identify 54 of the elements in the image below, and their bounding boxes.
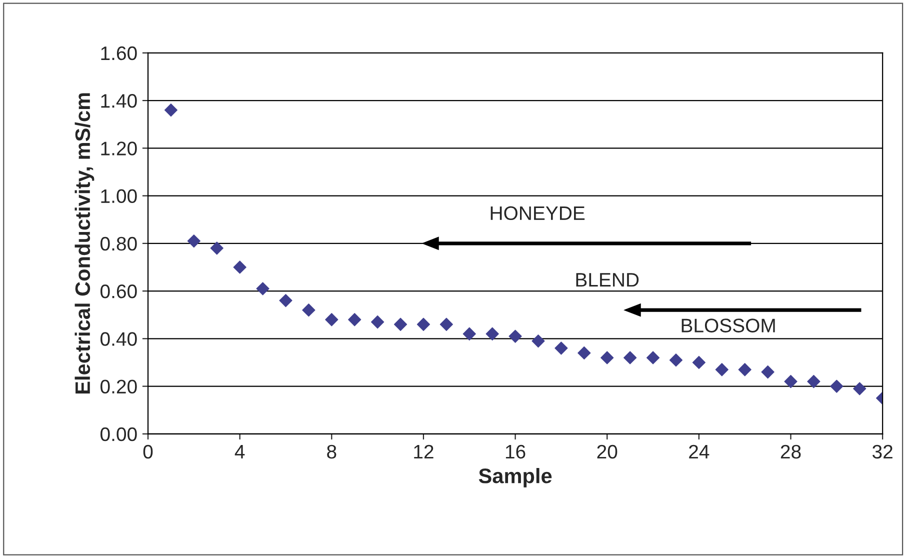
point [302, 304, 316, 317]
y-tick-label: 0.80 [100, 236, 137, 251]
point [325, 313, 338, 326]
point [440, 318, 453, 331]
x-tick-label: 20 [597, 444, 618, 459]
point [624, 351, 637, 364]
point [462, 327, 476, 340]
point [692, 356, 706, 370]
y-tick-label: 1.40 [101, 94, 137, 108]
x-tick-label: 24 [689, 444, 710, 458]
point [600, 351, 614, 364]
point [853, 382, 866, 396]
annotation: BLOSSOM [682, 318, 775, 332]
point [348, 313, 362, 326]
y-tick-label: 1.20 [101, 142, 137, 156]
y-tick-label: 0.00 [100, 427, 137, 442]
y-tick-label: 0.20 [100, 380, 137, 394]
point [233, 260, 246, 274]
annotation: BLEND [576, 273, 639, 287]
point [508, 330, 522, 343]
x-tick-label: 8 [327, 444, 336, 459]
point [830, 380, 844, 393]
y-axis-title: Electrical Conductivity, mS/cm [74, 93, 94, 394]
point [784, 374, 798, 388]
x-tick-label: 12 [414, 444, 434, 458]
point [669, 354, 683, 367]
point [394, 318, 408, 331]
x-tick-label: 4 [234, 445, 245, 458]
point [164, 103, 178, 117]
y-tick-label: 1.00 [101, 189, 137, 204]
point [279, 294, 292, 308]
point [807, 374, 820, 388]
point [370, 315, 384, 329]
point [532, 334, 545, 348]
x-axis-title: Sample [478, 468, 552, 488]
point [715, 363, 728, 376]
point [486, 327, 499, 340]
point [738, 363, 752, 376]
x-tick-label: 16 [506, 444, 526, 459]
point [256, 282, 270, 296]
y-tick-label: 0.60 [100, 284, 137, 298]
point [187, 234, 200, 248]
y-tick-label: 0.40 [100, 332, 137, 346]
x-tick-label: 0 [143, 444, 153, 459]
point [646, 351, 660, 364]
x-tick-label: 28 [780, 444, 801, 459]
point [554, 342, 568, 355]
annotation: HONEYDE [490, 206, 585, 220]
point [761, 365, 774, 379]
y-tick-label: 1.60 [101, 46, 137, 60]
x-tick-label: 32 [872, 444, 892, 459]
point [210, 242, 224, 255]
point [578, 346, 591, 360]
point [416, 318, 430, 331]
